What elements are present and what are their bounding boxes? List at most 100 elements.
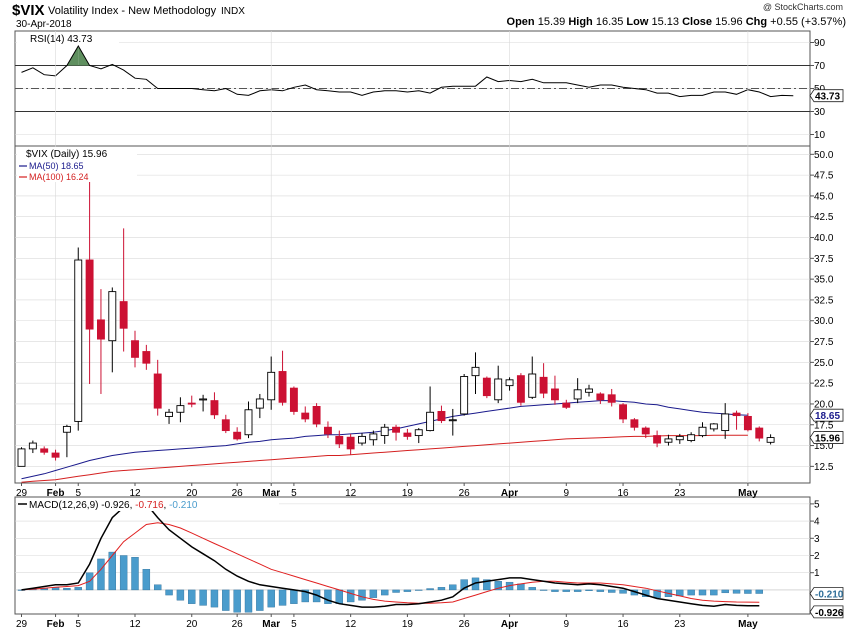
- macd-histogram-bar: [256, 589, 264, 611]
- x-tick-label: Apr: [501, 619, 518, 630]
- candle-body: [653, 435, 662, 444]
- candlestick: [494, 365, 503, 404]
- candlestick: [607, 388, 616, 407]
- price-last-value: 15.96: [809, 431, 844, 445]
- candle-body: [619, 404, 627, 420]
- rsi-line: [21, 45, 794, 98]
- macd-panel: 5 4 3 2 1 -0.210 -0.926 MACD(12,26,9) -0.926, …: [14, 496, 844, 619]
- price-last-value-box: [809, 431, 844, 444]
- candle-body: [460, 376, 469, 415]
- candlestick: [630, 418, 639, 431]
- candle-body: [131, 340, 139, 358]
- candlestick: [516, 373, 525, 406]
- price-tick-label: 30.0: [814, 316, 834, 327]
- candle-body: [267, 371, 276, 401]
- candle-body: [312, 405, 321, 425]
- macd-histogram-bar: [358, 589, 366, 601]
- x-tick-label: 12: [345, 619, 357, 630]
- candle-body: [28, 442, 37, 450]
- price-tick-label: 22.5: [814, 379, 834, 390]
- macd-histogram-bar: [698, 589, 707, 596]
- candle-body: [233, 431, 242, 440]
- x-tick-label: 16: [617, 488, 629, 499]
- candlestick: [743, 413, 752, 432]
- macd-histogram-bar: [267, 589, 275, 608]
- candlestick: [505, 377, 514, 391]
- candle-body: [51, 452, 60, 458]
- macd-tick-label: 3: [814, 534, 820, 545]
- candle-body: [505, 379, 514, 387]
- x-tick-label: 23: [674, 488, 686, 499]
- candle-body: [471, 366, 480, 377]
- candlestick: [221, 414, 230, 434]
- candle-body: [721, 413, 730, 432]
- ma50-last-value-text: 18.65: [815, 411, 840, 422]
- macd-histogram-bar: [369, 589, 378, 598]
- macd-histogram-bar: [573, 589, 582, 592]
- macd-tick-label: 1: [814, 568, 820, 579]
- candle-body: [528, 373, 537, 398]
- price-tick-label: 15.0: [814, 441, 834, 452]
- candle-body: [482, 377, 491, 397]
- candle-body: [244, 409, 253, 436]
- candlestick: [165, 408, 174, 424]
- macd-histogram-bar: [97, 558, 105, 591]
- macd-histogram-bar: [210, 589, 219, 608]
- price-axis: 50.0 47.5 45.0 42.5 40.0 37.5 35.0 32.5 30.0 27.5…: [809, 150, 844, 473]
- price-tick-label: 17.5: [814, 420, 834, 431]
- rsi-last-value: 43.73: [809, 89, 844, 103]
- ohlc-summary: Open 15.39 High 16.35 Low 15.13 Close 15…: [507, 16, 846, 28]
- macd-histogram-bar: [335, 589, 343, 604]
- macd-histogram-bar: [528, 587, 536, 591]
- candle-body: [698, 426, 707, 437]
- candle-body: [437, 410, 446, 422]
- candle-body: [17, 448, 26, 467]
- macd-histogram-bar: [63, 587, 71, 591]
- candlestick: [573, 378, 582, 404]
- candlestick: [131, 330, 139, 368]
- candlestick: [324, 421, 332, 439]
- x-tick-label: 26: [232, 619, 244, 630]
- x-tick-label: 26: [459, 488, 471, 499]
- macd-histogram-bar: [721, 589, 729, 594]
- candle-body: [187, 402, 196, 405]
- ma50-last-value: 18.65: [809, 408, 844, 422]
- macd-axis: 5 4 3 2 1 -0.210 -0.926: [809, 499, 844, 619]
- macd-histogram-bar: [131, 557, 139, 591]
- x-tick-label: 26: [232, 488, 244, 499]
- macd-tick-label: 5: [814, 499, 820, 510]
- x-tick-label: May: [738, 488, 758, 499]
- candlestick: [142, 344, 151, 370]
- price-frame: [14, 145, 811, 484]
- watermark: @ StockCharts.com: [763, 2, 843, 12]
- candlestick: [312, 403, 321, 428]
- candle-body: [335, 435, 344, 445]
- candle-body: [641, 427, 650, 435]
- x-tick-label: 9: [564, 619, 570, 630]
- candlestick: [255, 393, 264, 419]
- x-tick-label: 12: [129, 488, 141, 499]
- candle-body: [687, 434, 696, 442]
- candlestick: [176, 397, 185, 423]
- date-axis: 29 Feb 5 12 20 26 Mar 5 12 19 26 Apr 9 16 23 May 29 Feb 5 1…: [16, 483, 758, 630]
- candle-body: [358, 435, 366, 444]
- candle-body: [766, 437, 775, 443]
- symbol-title: $VIX: [12, 2, 45, 19]
- macd-tick-label: 4: [814, 517, 820, 528]
- x-tick-label: 26: [459, 619, 471, 630]
- x-tick-label: May: [738, 619, 758, 630]
- price-tick-label: 45.0: [814, 191, 834, 202]
- candle-body: [630, 419, 639, 428]
- price-tick-label: 27.5: [814, 337, 834, 348]
- candlestick: [732, 410, 741, 430]
- candlestick: [74, 247, 83, 431]
- macd-histogram-bar: [244, 589, 253, 613]
- macd-last-value-text: -0.926: [815, 608, 844, 619]
- candlestick: [539, 363, 548, 399]
- candle-body: [324, 426, 332, 435]
- candle-body: [289, 387, 298, 412]
- candlestick: [437, 405, 446, 424]
- macd-histogram-bar: [653, 589, 661, 598]
- macd-histogram-bar: [108, 551, 117, 591]
- index-name: Volatility Index - New Methodology: [48, 5, 217, 17]
